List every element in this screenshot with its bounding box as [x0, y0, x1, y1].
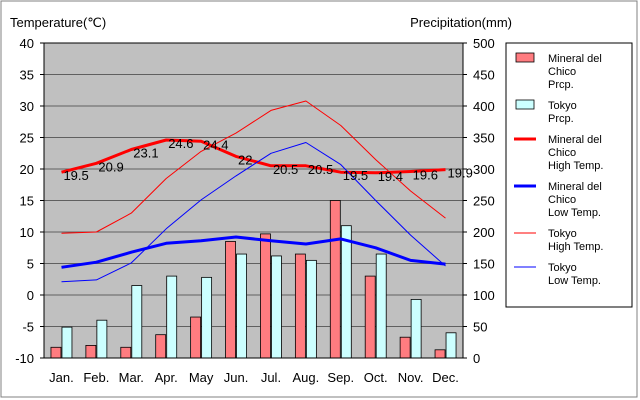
precip-bar-tokyo [410, 299, 422, 359]
x-tick-label: Sep. [327, 370, 354, 385]
left-tick-label: 15 [20, 194, 34, 209]
precip-bar-mineral [120, 346, 132, 359]
legend-label: Low Temp. [548, 275, 601, 287]
precip-bar-mineral [294, 253, 306, 359]
legend-label: Mineral del [548, 134, 602, 146]
temp-line-0 [61, 138, 446, 175]
high-temp-data-label: 19.5 [63, 168, 88, 183]
precip-bar-mineral [155, 334, 167, 359]
legend-label: Chico [548, 147, 576, 159]
legend-label: Chico [548, 194, 576, 206]
left-tick-label: 10 [20, 225, 34, 240]
legend-label: Tokyo [548, 100, 577, 112]
precip-bar-tokyo [131, 285, 143, 359]
high-temp-data-label: 20.5 [308, 162, 333, 177]
x-tick-label: Nov. [398, 370, 424, 385]
precip-bar-mineral [50, 346, 62, 359]
precip-bar-mineral [225, 241, 236, 359]
right-tick-label: 250 [473, 194, 495, 209]
precip-bar-mineral [329, 200, 341, 359]
legend-label: Prcp. [548, 113, 574, 125]
high-temp-data-label: 24.6 [168, 136, 193, 151]
precip-bar-tokyo [236, 253, 247, 359]
legend-label: High Temp. [548, 241, 603, 253]
precip-bar-tokyo [340, 225, 352, 359]
left-tick-label: 0 [27, 288, 34, 303]
x-tick-label: Mar. [119, 370, 144, 385]
precip-bar-tokyo [305, 259, 317, 359]
temp-line-2 [61, 100, 446, 234]
left-axis-title: Temperature(℃) [10, 15, 106, 30]
plot-border [43, 42, 464, 359]
precip-bar-tokyo [375, 253, 387, 359]
precip-bar-mineral [364, 275, 376, 359]
right-tick-label: 500 [473, 36, 495, 51]
legend-label: Mineral del [548, 181, 602, 193]
x-tick-label: Feb. [83, 370, 109, 385]
legend-box [505, 42, 633, 308]
high-temp-data-label: 22 [238, 152, 252, 167]
high-temp-data-label: 19.9 [448, 166, 473, 181]
x-tick-label: Jul. [261, 370, 281, 385]
legend-label: High Temp. [548, 160, 603, 172]
legend-label: Tokyo [548, 262, 577, 274]
legend-label: Prcp. [548, 79, 574, 91]
precip-bar-mineral [399, 336, 411, 359]
precip-bar-tokyo [445, 332, 457, 359]
high-temp-data-label: 24.4 [203, 137, 228, 152]
right-tick-label: 450 [473, 68, 495, 83]
high-temp-data-label: 20.5 [273, 162, 298, 177]
precip-bar-tokyo [166, 275, 178, 359]
x-tick-label: Jan. [49, 370, 74, 385]
temp-line-3 [61, 142, 446, 283]
x-tick-label: May [189, 370, 214, 385]
high-temp-data-label: 19.5 [343, 168, 368, 183]
left-tick-label: 35 [20, 68, 34, 83]
right-tick-label: 150 [473, 257, 495, 272]
legend-label: Mineral del [548, 53, 602, 65]
x-tick-label: Aug. [293, 370, 320, 385]
right-tick-label: 100 [473, 288, 495, 303]
x-tick-label: Oct. [364, 370, 388, 385]
right-tick-label: 350 [473, 131, 495, 146]
high-temp-data-label: 19.6 [413, 168, 438, 183]
temp-line-1 [61, 235, 446, 269]
precip-bar-mineral [85, 344, 97, 359]
right-tick-label: 50 [473, 320, 487, 335]
precip-bar-mineral [434, 349, 446, 359]
high-temp-data-label: 20.9 [98, 159, 123, 174]
left-tick-label: -5 [22, 320, 34, 335]
x-tick-label: Dec. [432, 370, 459, 385]
precip-bar-tokyo [96, 319, 108, 359]
right-tick-label: 0 [473, 351, 480, 366]
left-tick-label: 5 [27, 257, 34, 272]
right-tick-label: 400 [473, 99, 495, 114]
legend-label: Low Temp. [548, 207, 601, 219]
right-axis-title: Precipitation(mm) [410, 15, 512, 30]
legend-swatch [515, 52, 535, 63]
legend-swatch [515, 99, 535, 110]
high-temp-data-label: 19.4 [378, 169, 403, 184]
precip-bar-tokyo [201, 276, 213, 359]
left-tick-label: 30 [20, 99, 34, 114]
legend-label: Chico [548, 66, 576, 78]
precip-bar-tokyo [271, 255, 282, 359]
legend-label: Tokyo [548, 228, 577, 240]
right-tick-label: 300 [473, 162, 495, 177]
x-tick-label: Apr. [155, 370, 178, 385]
x-tick-label: Jun. [224, 370, 249, 385]
high-temp-data-label: 23.1 [133, 145, 158, 160]
plot-area: -10-505101520253035400501001502002503003… [15, 36, 495, 385]
left-tick-label: 20 [20, 162, 34, 177]
left-tick-label: 40 [20, 36, 34, 51]
right-tick-label: 200 [473, 225, 495, 240]
left-tick-label: -10 [15, 351, 34, 366]
left-tick-label: 25 [20, 131, 34, 146]
precip-bar-mineral [190, 316, 202, 359]
precip-bar-mineral [260, 233, 271, 359]
precip-bar-tokyo [61, 326, 73, 359]
